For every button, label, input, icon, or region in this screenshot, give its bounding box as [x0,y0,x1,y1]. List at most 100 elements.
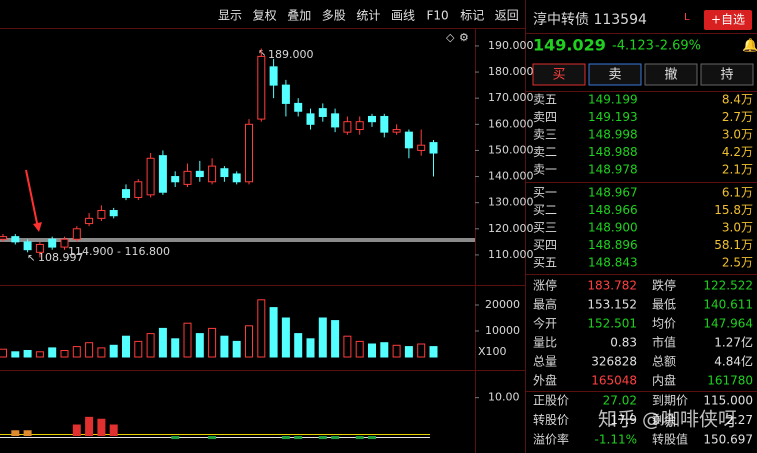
candle-body [232,173,241,183]
toolbar-button[interactable]: 叠加 [287,9,311,23]
volume-bar [343,335,352,358]
volume-bar [60,350,69,358]
book-volume: 2.7万 [722,110,753,124]
stat-value: 326828 [591,355,637,369]
candle-body [97,210,106,219]
volume-bar [109,344,118,358]
action-button[interactable] [532,63,586,86]
candle-body [318,108,327,117]
book-label: 卖二 [533,145,557,159]
toolbar-button[interactable]: 标记 [460,9,484,23]
toolbar-button[interactable]: 多股 [322,9,346,23]
book-label: 买二 [533,203,557,217]
book-volume: 4.2万 [722,145,753,159]
volume-bar [85,342,94,358]
book-volume: 8.4万 [722,93,753,107]
toolbar-button[interactable]: 画线 [391,9,415,23]
book-volume: 15.8万 [714,203,753,217]
y-tick-label: 110.000 [488,248,534,261]
band-annotation: 114.900 - 116.800 [68,245,170,258]
flag: L [684,12,690,23]
candle-body [109,210,118,217]
toolbar-button[interactable]: F10 [427,9,449,23]
candle-body [257,55,266,120]
volume-bar [72,346,81,358]
toolbar-button[interactable]: 显示 [218,9,242,23]
stat-value: 153.152 [587,298,637,312]
stat-value: 27.02 [603,394,637,408]
candle-body [294,102,303,112]
watch-button-label[interactable]: +自选 [711,13,745,27]
toolbar-button[interactable]: 复权 [253,9,277,23]
toolbar-button[interactable]: 统计 [356,9,380,23]
stat-label: 量比 [533,336,557,350]
y-tick-label: 170.000 [488,91,534,104]
y-tick-label: 10000 [485,324,520,337]
action-button[interactable] [700,63,754,86]
candle-body [306,113,315,125]
action-label[interactable]: 撤 [664,67,677,83]
volume-bar [232,340,241,358]
stat-value: 152.501 [587,317,637,331]
book-volume: 2.5万 [722,256,753,270]
candle-body [72,228,81,240]
indicator-bar [281,436,290,440]
stat-value: 17.9 [610,413,637,427]
candle-body [269,66,278,86]
toolbar-button[interactable]: 返回 [495,9,519,23]
book-price: 148.896 [588,238,638,252]
book-price: 148.978 [588,163,638,177]
stat-value: 165048 [591,374,637,388]
stat-label: 最高 [533,297,557,312]
volume-bar [97,347,106,358]
candle-body [48,238,57,248]
book-price: 148.998 [588,128,638,142]
book-label: 卖五 [533,93,557,107]
volume-bar [171,338,180,358]
stat-label: 市值 [652,335,676,350]
candle-body [331,113,340,128]
book-price: 148.900 [588,221,638,235]
bell-icon[interactable]: 🔔 [742,38,757,54]
action-label[interactable]: 买 [552,68,565,83]
indicator-bar [318,436,327,440]
candle-body [11,236,20,243]
stat-label: 涨停 [533,278,557,293]
stat-value: 122.522 [703,279,753,293]
y-tick-label: 190.000 [488,39,534,52]
action-label[interactable]: 持 [720,68,733,83]
book-label: 买一 [533,186,557,200]
candle-body [220,168,229,178]
action-button[interactable] [588,63,642,86]
high-annotation: 189.000 [268,48,314,61]
volume-bar [380,342,389,358]
candle-body [368,115,376,123]
volume-bar [417,343,426,358]
book-price: 149.193 [588,110,638,124]
volume-bar [122,335,130,358]
watch-button[interactable] [704,10,752,30]
watermark: 知乎 @咖啡侠呀 [598,409,737,431]
stat-label: 剩余 [652,412,676,427]
stat-value: 150.697 [703,433,753,447]
action-label[interactable]: 卖 [608,68,621,83]
stat-label: 今开 [533,316,557,331]
candle-body [85,217,94,225]
volume-bar [294,333,303,358]
stat-label: 跌停 [652,278,676,293]
candle-body [171,176,180,183]
stat-value: -1.11% [595,433,637,447]
indicator-bar [72,424,81,436]
indicator-bar [85,416,94,436]
volume-bar [355,340,364,358]
indicator-bar [23,430,32,436]
stat-value: 161780 [707,374,753,388]
indicator-bar [368,436,376,440]
book-volume: 3.0万 [722,221,753,235]
action-button[interactable] [644,63,698,86]
candle-body [245,123,253,183]
volume-bar [392,344,401,358]
stat-label: 最低 [652,298,676,312]
candle-body [35,243,44,253]
